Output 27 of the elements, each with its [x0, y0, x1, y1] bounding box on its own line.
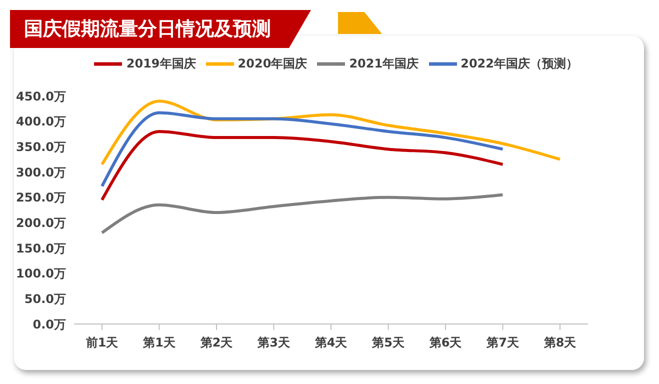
legend-label: 2022年国庆（预测） [460, 56, 578, 70]
x-tick-label: 前1天 [84, 336, 120, 350]
y-tick-label: 450.0万 [16, 89, 66, 104]
y-tick-label: 300.0万 [16, 165, 66, 180]
y-tick-label: 0.0万 [32, 317, 66, 332]
line-series [100, 111, 504, 188]
y-tick-label: 50.0万 [24, 292, 66, 306]
x-tick-label: 第3天 [256, 336, 291, 350]
line-series [100, 130, 504, 202]
y-tick-label: 250.0万 [16, 190, 66, 205]
y-tick-label: 150.0万 [16, 241, 66, 256]
x-tick-label: 第6天 [428, 336, 463, 350]
x-tick-label: 第2天 [199, 336, 234, 350]
y-tick-label: 200.0万 [16, 216, 66, 230]
chart-title: 国庆假期流量分日情况及预测 [10, 10, 311, 48]
x-tick-label: 第8天 [542, 336, 578, 350]
legend-label: 2019年国庆 [126, 56, 196, 70]
x-tick-label: 第7天 [486, 336, 520, 350]
x-tick-label: 第5天 [371, 336, 406, 350]
line-series [100, 193, 504, 234]
x-tick-label: 第1天 [142, 336, 176, 350]
legend-label: 2020年国庆 [238, 56, 308, 70]
y-tick-label: 400.0万 [16, 114, 66, 129]
y-tick-label: 350.0万 [16, 140, 66, 154]
y-tick-label: 100.0万 [16, 266, 66, 281]
x-tick-label: 第4天 [314, 336, 348, 350]
legend-label: 2021年国庆 [349, 56, 419, 70]
